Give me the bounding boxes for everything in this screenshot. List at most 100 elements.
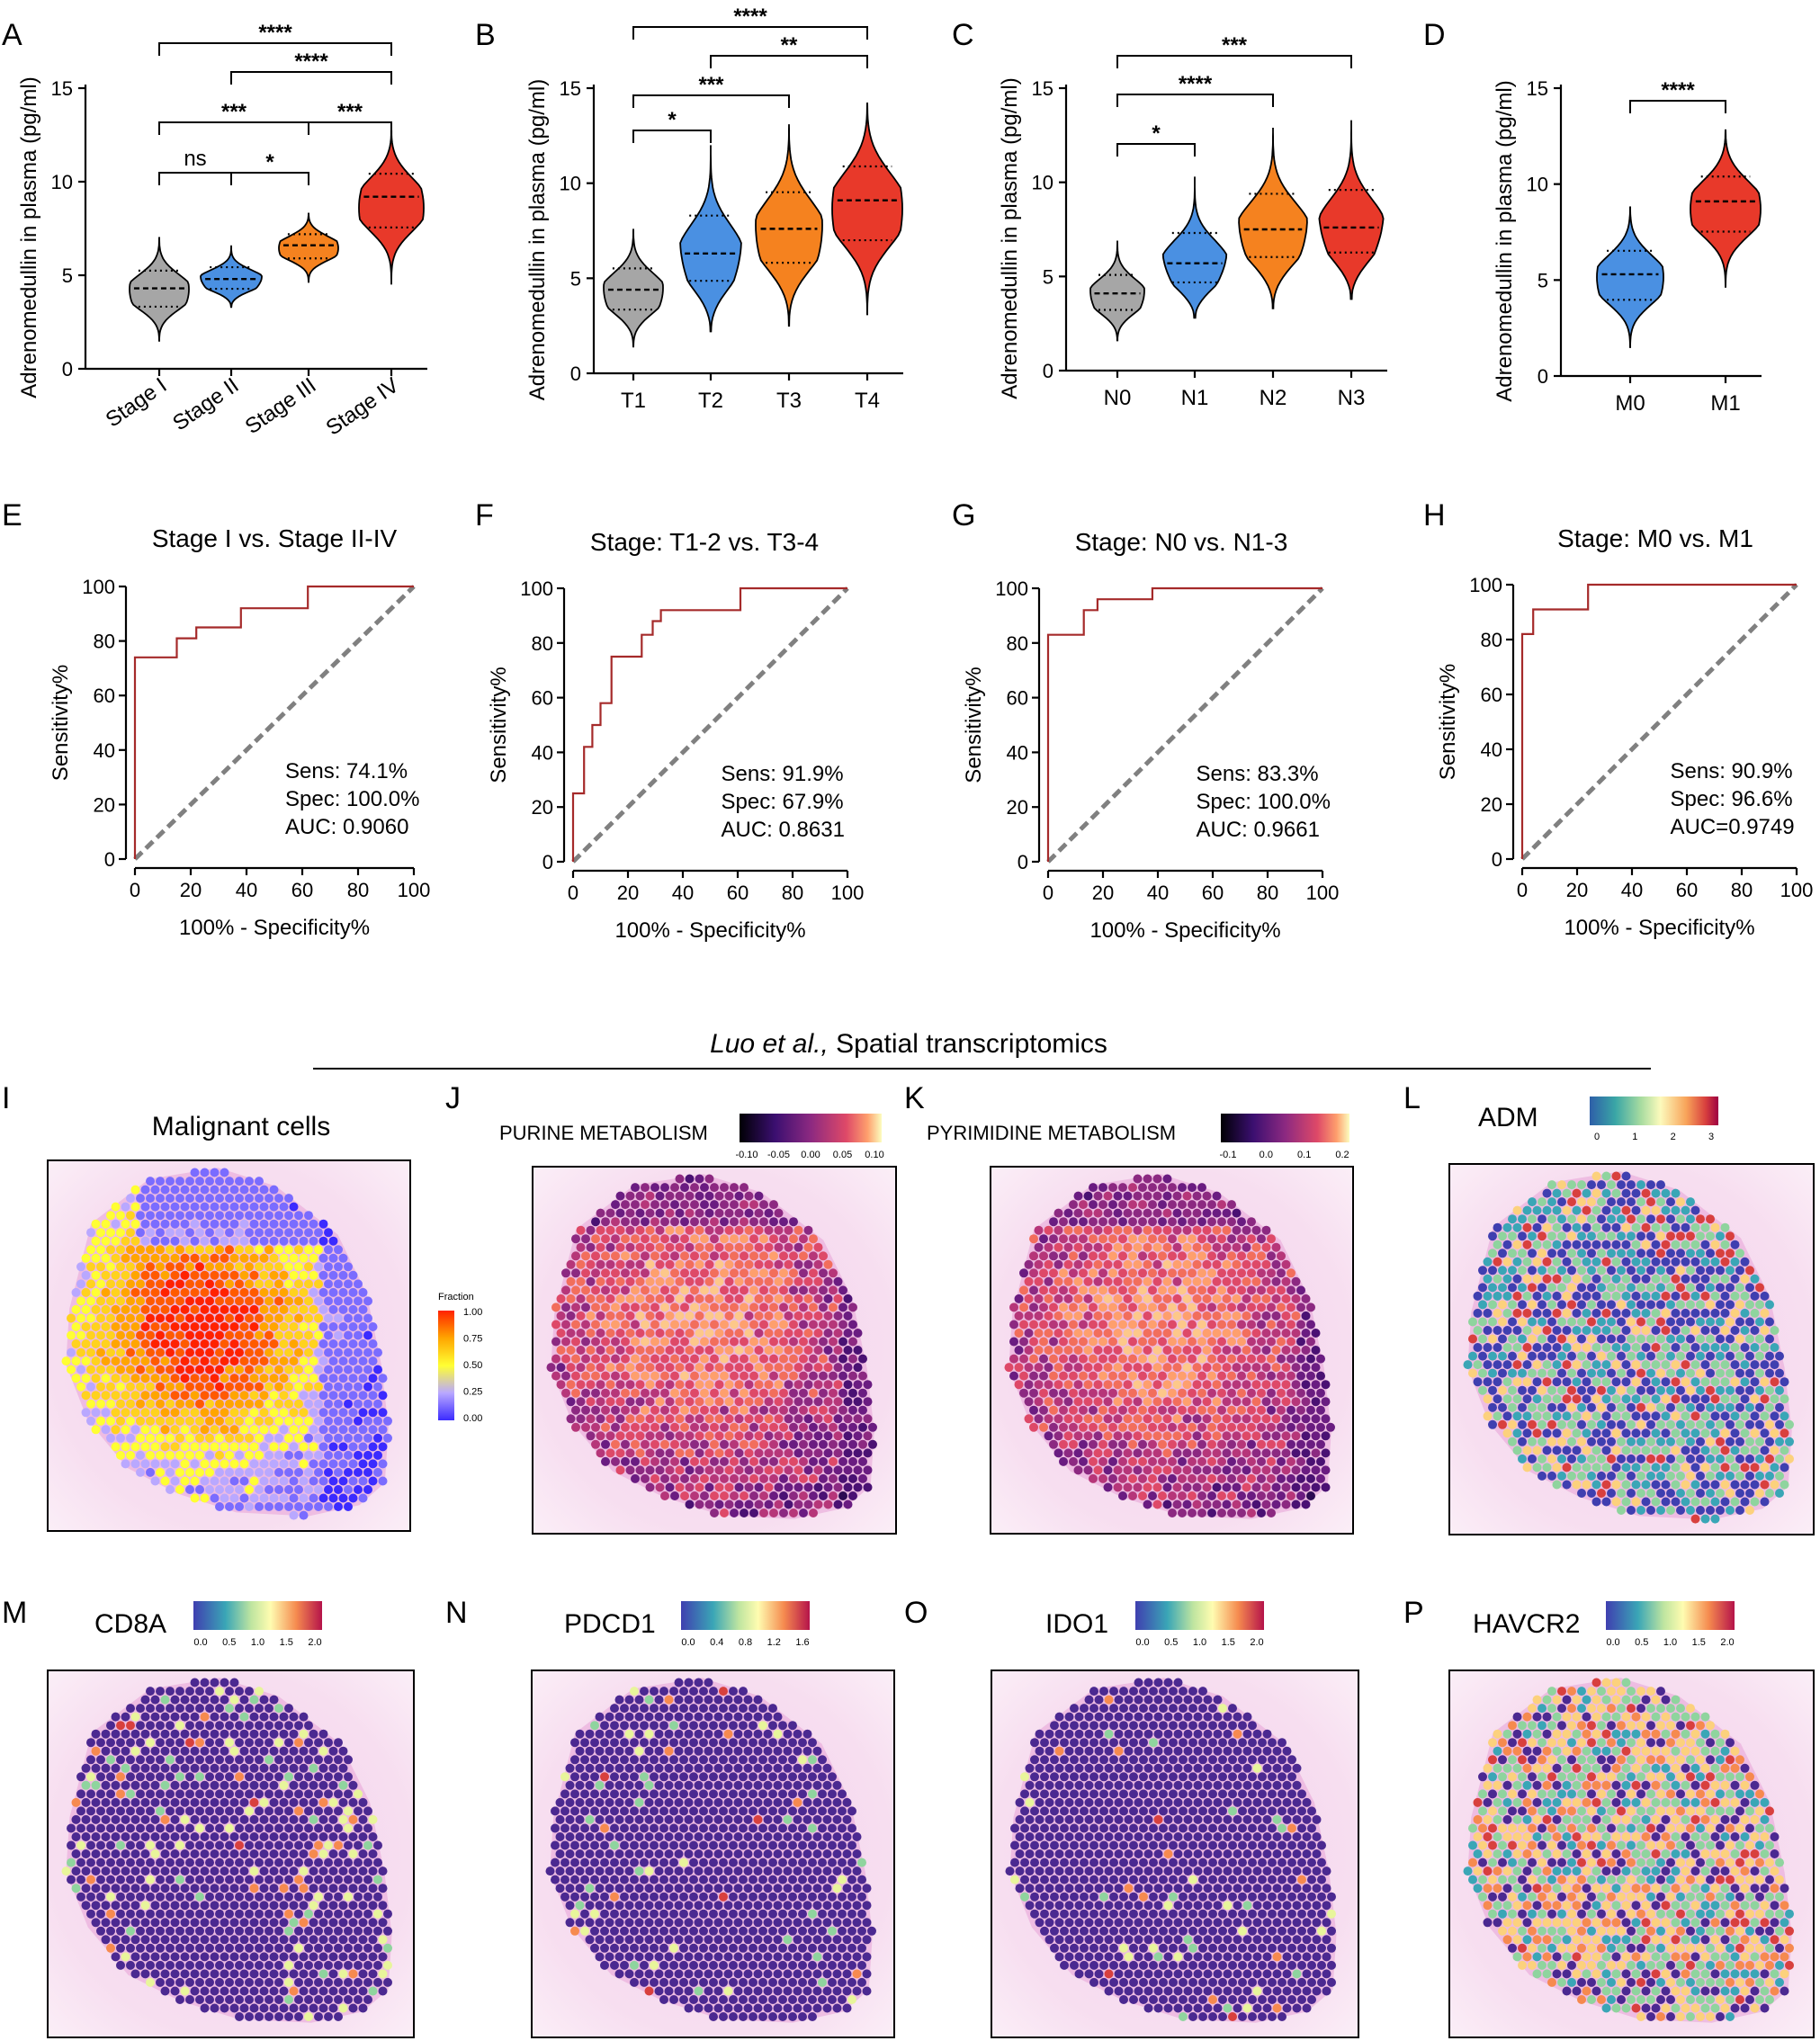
spot: [571, 1268, 580, 1278]
spot: [1202, 1259, 1212, 1269]
spot: [358, 1356, 368, 1366]
spot: [1547, 1180, 1556, 1190]
spot: [1207, 1456, 1216, 1466]
spot: [655, 1208, 665, 1218]
spot: [744, 1499, 754, 1509]
spot: [714, 1311, 724, 1320]
spot: [809, 1422, 818, 1432]
spot: [304, 1330, 313, 1340]
spot: [1014, 1329, 1024, 1338]
spot: [1257, 1456, 1266, 1466]
spot: [1557, 1437, 1566, 1446]
spot: [601, 1268, 610, 1278]
spot: [1069, 1371, 1078, 1381]
spot: [631, 1388, 640, 1398]
spot: [146, 1382, 155, 1392]
spot: [695, 1242, 704, 1252]
spot: [76, 1330, 85, 1340]
spot: [1039, 1302, 1048, 1312]
spot: [621, 1268, 630, 1278]
spot: [675, 1448, 685, 1458]
spot: [769, 1456, 778, 1466]
spot: [1296, 1354, 1305, 1364]
spot: [1083, 1191, 1093, 1201]
spot: [1281, 1465, 1291, 1475]
spot: [1162, 1225, 1172, 1235]
x-tick-label: T4: [855, 389, 880, 413]
spot: [1138, 1388, 1147, 1398]
spot: [299, 1493, 309, 1503]
spot: [1152, 1294, 1162, 1303]
spot: [680, 1388, 689, 1398]
spot: [1039, 1251, 1048, 1261]
spot: [334, 1330, 343, 1340]
spot: [245, 1279, 254, 1289]
spot: [1765, 1489, 1774, 1498]
spot: [1562, 1411, 1572, 1421]
spot: [279, 1236, 289, 1246]
y-tick-label: 10: [51, 171, 73, 193]
spot: [121, 1459, 130, 1469]
spot: [101, 1270, 111, 1280]
spot: [309, 1219, 318, 1229]
spot: [1498, 1334, 1507, 1344]
spot: [838, 1491, 847, 1500]
spot: [1257, 1285, 1266, 1295]
spot: [1108, 1234, 1117, 1244]
spot: [1162, 1397, 1172, 1407]
spot: [1128, 1337, 1137, 1347]
spot: [730, 1217, 739, 1227]
spot: [1207, 1320, 1216, 1329]
spot: [96, 1755, 105, 1765]
spot: [730, 1354, 739, 1364]
spot: [91, 1797, 101, 1807]
spot: [650, 1251, 659, 1261]
spot: [1483, 1343, 1493, 1352]
spot: [279, 1219, 289, 1229]
spot: [605, 1346, 615, 1355]
spot: [1152, 1431, 1162, 1441]
spot: [1483, 1394, 1493, 1404]
spot: [615, 1191, 625, 1201]
spot: [1073, 1346, 1083, 1355]
spot: [1178, 1422, 1187, 1432]
spot: [106, 1721, 115, 1731]
spot: [239, 1339, 249, 1348]
spot: [1281, 1380, 1291, 1390]
spot: [1508, 1368, 1517, 1378]
spot: [170, 1236, 180, 1246]
spot: [1700, 1497, 1710, 1507]
spot: [1755, 1419, 1764, 1429]
spot: [1686, 1419, 1695, 1429]
spot: [1671, 1326, 1681, 1335]
spot: [720, 1234, 729, 1244]
spot: [225, 1330, 234, 1340]
spot: [1103, 1311, 1113, 1320]
spot: [779, 1337, 788, 1347]
spot: [328, 1442, 338, 1452]
spot: [734, 1311, 744, 1320]
spot: [1267, 1354, 1276, 1364]
spot: [344, 1485, 353, 1494]
spot: [1690, 1222, 1700, 1232]
spot: [235, 1467, 244, 1477]
spot: [1621, 1480, 1631, 1490]
spot: [210, 1236, 220, 1246]
spot: [76, 1347, 85, 1357]
spot: [1232, 1329, 1242, 1338]
spot: [1775, 1454, 1784, 1464]
spot: [1567, 1317, 1576, 1327]
spot: [586, 1276, 596, 1286]
spot: [1311, 1414, 1321, 1424]
spot: [665, 1431, 675, 1441]
spot: [581, 1405, 590, 1415]
spot: [239, 1476, 249, 1486]
spot: [150, 1746, 160, 1756]
spot: [328, 1322, 338, 1331]
spot: [156, 1823, 165, 1833]
spot: [255, 1704, 264, 1714]
spot: [1646, 1489, 1655, 1498]
spot: [675, 1363, 685, 1373]
spot: [1522, 1291, 1532, 1301]
